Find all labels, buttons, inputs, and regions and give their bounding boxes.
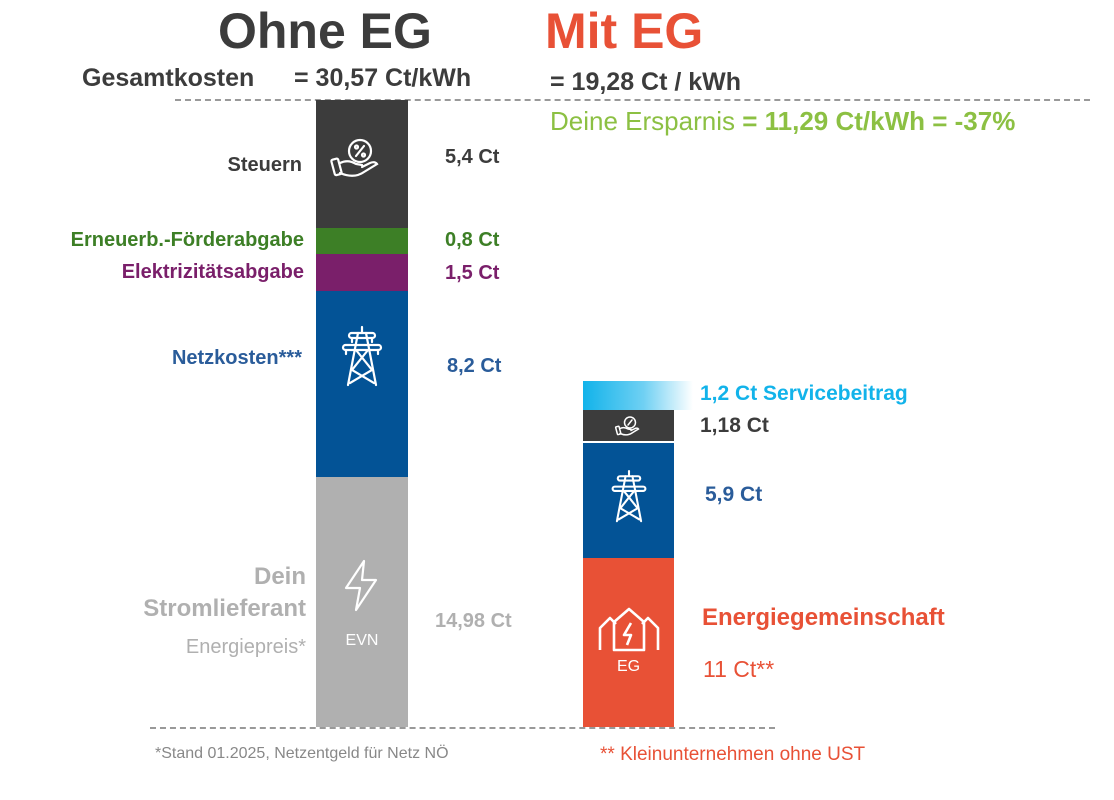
power-pylon-icon [341,325,383,387]
left-foerder-segment [316,228,408,254]
tax-hand-icon [614,416,640,436]
savings-label: Deine Ersparnis [550,106,735,136]
baseline [150,727,775,729]
top-divider [175,99,1090,101]
label-elektrizitaet: Elektrizitätsabgabe [121,261,304,283]
power-pylon-icon [611,470,647,523]
evn-icon-label: EVN [345,632,379,649]
left-total-value: = 30,57 Ct/kWh [294,64,472,92]
eg-icon-label: EG [616,658,641,675]
community-house-lightning-icon [598,607,660,652]
value-energie: 14,98 Ct [435,610,512,632]
left-elektrizitaet-segment [316,254,408,291]
right-netz-segment [583,443,674,558]
label-energiegemeinschaft: Energiegemeinschaft [702,604,945,631]
value-netz: 8,2 Ct [447,355,502,377]
savings-value: = 11,29 Ct/kWh = -37% [742,106,1016,136]
lightning-icon [344,559,378,612]
right-service-segment [583,381,693,410]
value-service: 1,2 Ct Servicebeitrag [700,382,908,405]
right-title: Mit EG [545,3,704,59]
footnote-right: ** Kleinunternehmen ohne UST [600,744,866,765]
value-elektrizitaet: 1,5 Ct [445,262,500,284]
left-netz-segment [316,291,408,477]
total-label: Gesamtkosten [82,64,255,92]
tax-hand-icon [330,138,379,177]
left-title: Ohne EG [218,3,432,59]
label-foerder: Erneuerb.-Förderabgabe [70,229,304,251]
value-right-steuern: 1,18 Ct [700,414,769,437]
savings: Deine Ersparnis = 11,29 Ct/kWh = -37% [550,106,1015,137]
value-right-energie: 11 Ct** [703,656,775,682]
footnote-left: *Stand 01.2025, Netzentgeld für Netz NÖ [155,745,449,762]
label-netz: Netzkosten*** [171,347,302,369]
value-right-netz: 5,9 Ct [705,483,763,506]
value-steuern: 5,4 Ct [445,146,500,168]
label-steuern: Steuern [227,154,302,176]
label-energie-line1: Dein [253,563,306,590]
value-foerder: 0,8 Ct [445,229,500,251]
label-energiepreis: Energiepreis* [185,636,306,658]
label-energie-line2: Stromlieferant [143,595,306,622]
right-total-value: = 19,28 Ct / kWh [550,68,742,96]
